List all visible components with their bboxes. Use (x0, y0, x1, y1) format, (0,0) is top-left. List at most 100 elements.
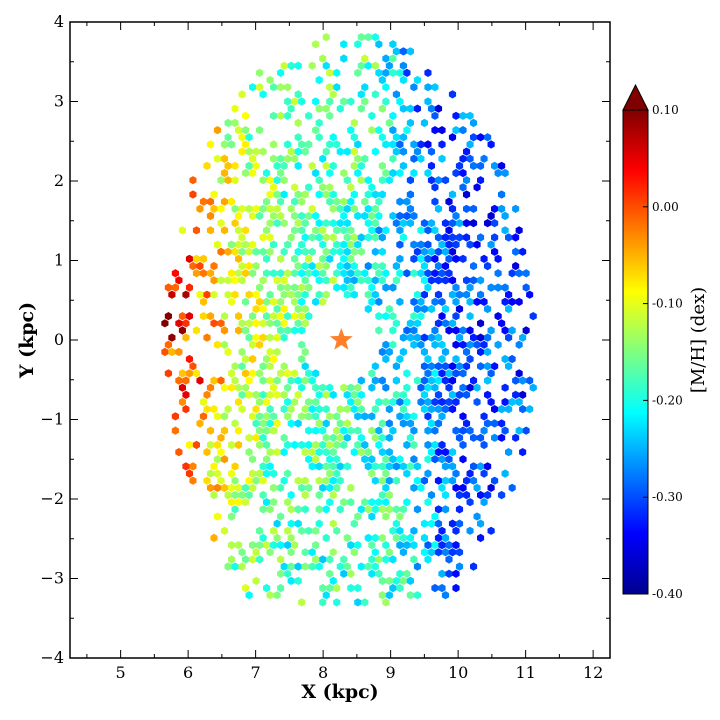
hexbin-cell (494, 340, 502, 349)
hexbin-cell (445, 397, 453, 407)
hexbin-cell (519, 247, 527, 256)
hexbin-cell (347, 283, 355, 292)
hexbin-cell (459, 426, 467, 435)
hexbin-cell (368, 183, 376, 192)
hexbin-cell (315, 118, 323, 128)
hexbin-cell (315, 176, 323, 185)
hexbin-cell (294, 319, 302, 328)
hexbin-cell (312, 369, 320, 378)
hexbin-cell (445, 240, 453, 249)
hexbin-cell (280, 61, 288, 70)
hexbin-cell (389, 397, 397, 407)
hexbin-cell (189, 261, 197, 271)
hexbin-cell (431, 426, 439, 435)
hexbin-cell (385, 548, 393, 557)
hexbin-cell (441, 304, 450, 314)
hexbin-cell (448, 462, 457, 471)
hexbin-cell (224, 247, 232, 256)
hexbin-cell (396, 583, 404, 593)
hexbin-cell (463, 476, 471, 485)
hexbin-cell (235, 126, 243, 135)
hexbin-cell (477, 161, 485, 170)
hexbin-cell (340, 440, 348, 450)
hexbin-cell (343, 462, 351, 471)
hexbin-cell (385, 304, 393, 314)
x-tick-label: 5 (116, 663, 126, 682)
hexbin-cell (238, 490, 246, 500)
hexbin-cell (470, 376, 478, 385)
hexbin-cell (340, 97, 348, 106)
hexbin-cell (455, 304, 464, 314)
hexbin-cell (382, 83, 390, 92)
hexbin-cell (515, 226, 523, 235)
hexbin-cell (441, 219, 450, 228)
hexbin-cell (256, 369, 264, 378)
hexbin-cell (277, 583, 285, 593)
hexbin-cell (196, 204, 204, 213)
hexbin-cell (378, 190, 386, 199)
hexbin-cell (336, 419, 344, 428)
hexbin-cell (217, 204, 225, 213)
hexbin-cell (396, 412, 404, 421)
hexbin-cell (287, 519, 295, 528)
hexbin-cell (378, 133, 386, 142)
hexbin-cell (434, 548, 443, 557)
hexbin-cell (245, 290, 253, 299)
hexbin-cell (322, 104, 330, 113)
hexbin-cell (410, 440, 418, 450)
hexbin-cell (452, 469, 460, 478)
hexbin-cell (487, 283, 495, 292)
hexbin-cell (382, 226, 390, 235)
hexbin-cell (213, 440, 222, 450)
hexbin-cell (438, 312, 446, 321)
hexbin-cell (420, 247, 428, 256)
hexbin-cell (336, 476, 344, 485)
hexbin-cell (357, 433, 365, 442)
hexbin-cell (284, 97, 292, 106)
sun-marker-layer (329, 328, 353, 350)
hexbin-cell (470, 161, 478, 170)
hexbin-cell (340, 226, 348, 235)
hexbin-cell (508, 483, 516, 492)
hexbin-cell (347, 126, 355, 135)
hexbin-cell (249, 83, 257, 92)
hexbin-cell (277, 254, 285, 263)
hexbin-cell (378, 247, 386, 256)
hexbin-cell (431, 369, 439, 378)
hexbin-cell (354, 168, 362, 178)
hexbin-cell (466, 326, 474, 335)
hexbin-cell (389, 168, 397, 178)
hexbin-cell (399, 133, 407, 142)
hexbin-cell (361, 598, 369, 607)
hexbin-cell (477, 519, 485, 528)
hexbin-cell (263, 469, 271, 478)
hexbin-cell (305, 140, 313, 149)
hexbin-cell (403, 469, 411, 478)
hexbin-cell (431, 226, 439, 235)
hexbin-cell (259, 90, 267, 99)
hexbin-cell (424, 440, 432, 450)
hexbin-cell (441, 505, 450, 514)
hexbin-cell (270, 83, 278, 92)
hexbin-cell (529, 312, 537, 321)
hexbin-cell (326, 440, 334, 450)
hexbin-cell (308, 261, 316, 271)
hexbin-cell (340, 283, 348, 292)
hexbin-cell (259, 319, 267, 328)
hexbin-cell (417, 269, 425, 278)
hexbin-cell (361, 197, 369, 206)
hexbin-cell (277, 211, 285, 221)
hexbin-cell (487, 211, 495, 221)
hexbin-cell (448, 276, 457, 285)
hexbin-cell (305, 211, 313, 221)
hexbin-cell (480, 254, 488, 263)
hexbin-cell (350, 190, 358, 199)
hexbin-cell (434, 104, 443, 113)
hexbin-cell (273, 219, 281, 228)
hexbin-cell (199, 312, 208, 321)
hexbin-cell (526, 405, 534, 414)
hexbin-cell (245, 476, 253, 485)
hexbin-cell (206, 383, 215, 392)
hexbin-cell (396, 240, 404, 249)
hexbin-cell (480, 297, 488, 306)
